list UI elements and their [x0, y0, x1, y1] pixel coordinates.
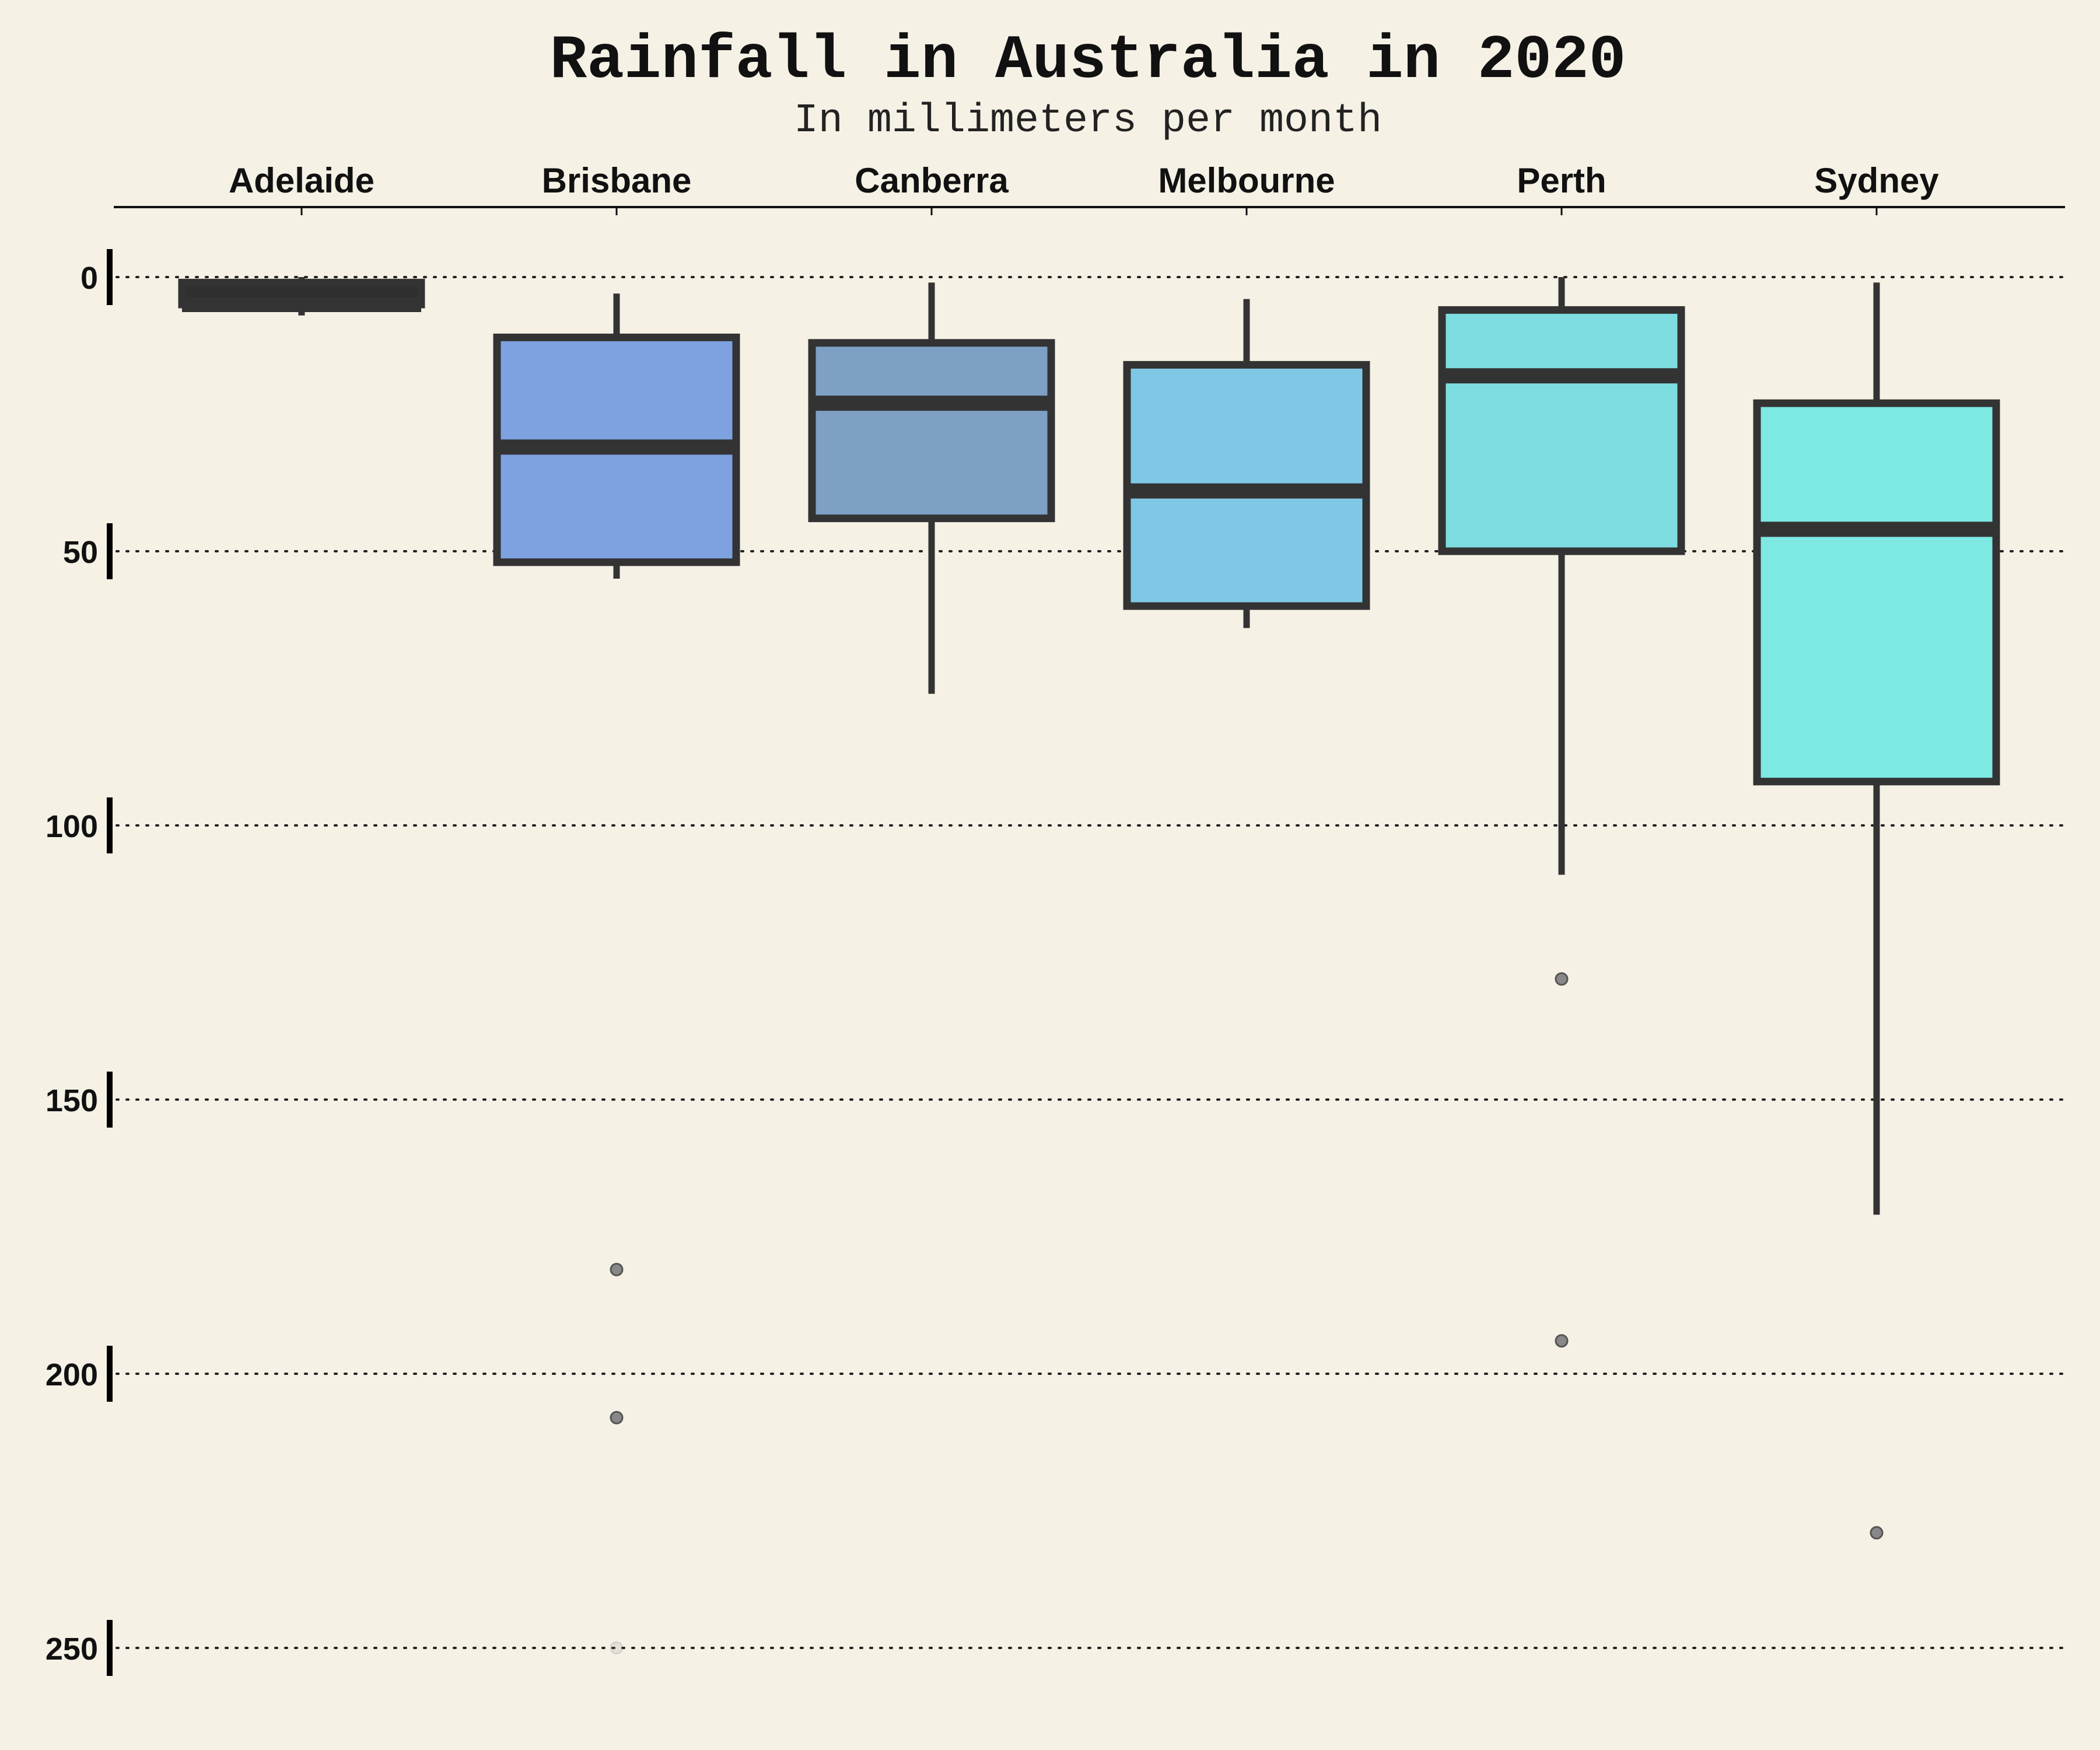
category-label: Melbourne	[1158, 161, 1335, 200]
box-perth	[1438, 277, 1685, 1348]
category-label: Perth	[1517, 161, 1606, 200]
y-tick-label: 100	[46, 809, 98, 844]
chart-title: Rainfall in Australia in 2020	[550, 26, 1626, 96]
box-adelaide	[178, 277, 425, 316]
y-tick-label: 0	[80, 261, 98, 296]
y-axis: 0 50 100 150 200 250	[46, 249, 113, 1676]
outlier-point	[610, 1410, 624, 1424]
box-canberra	[808, 282, 1055, 694]
x-axis: Adelaide Brisbane Canberra Melbourne Perth Sy…	[114, 161, 2065, 215]
y-tick-label: 250	[46, 1632, 98, 1667]
category-label: Canberra	[855, 161, 1009, 200]
grid-lines	[116, 276, 2066, 1649]
category-label: Brisbane	[542, 161, 692, 200]
box-iqr	[1753, 399, 2000, 786]
boxes	[178, 277, 2000, 1655]
category-label: Sydney	[1814, 161, 1939, 200]
outlier-point	[1555, 972, 1569, 986]
outlier-point	[610, 1641, 624, 1655]
outlier-point	[1555, 1334, 1569, 1348]
box-iqr	[808, 339, 1055, 523]
box-brisbane	[493, 293, 740, 1655]
box-melbourne	[1123, 299, 1370, 628]
y-tick-label: 200	[46, 1357, 98, 1392]
chart-subtitle: In millimeters per month	[794, 98, 1382, 144]
y-tick-label: 150	[46, 1083, 98, 1118]
y-tick-label: 50	[63, 535, 98, 570]
box-iqr	[1438, 306, 1685, 555]
outlier-point	[1870, 1526, 1884, 1540]
outlier-point	[610, 1262, 624, 1276]
box-sydney	[1753, 282, 2000, 1540]
category-label: Adelaide	[229, 161, 374, 200]
